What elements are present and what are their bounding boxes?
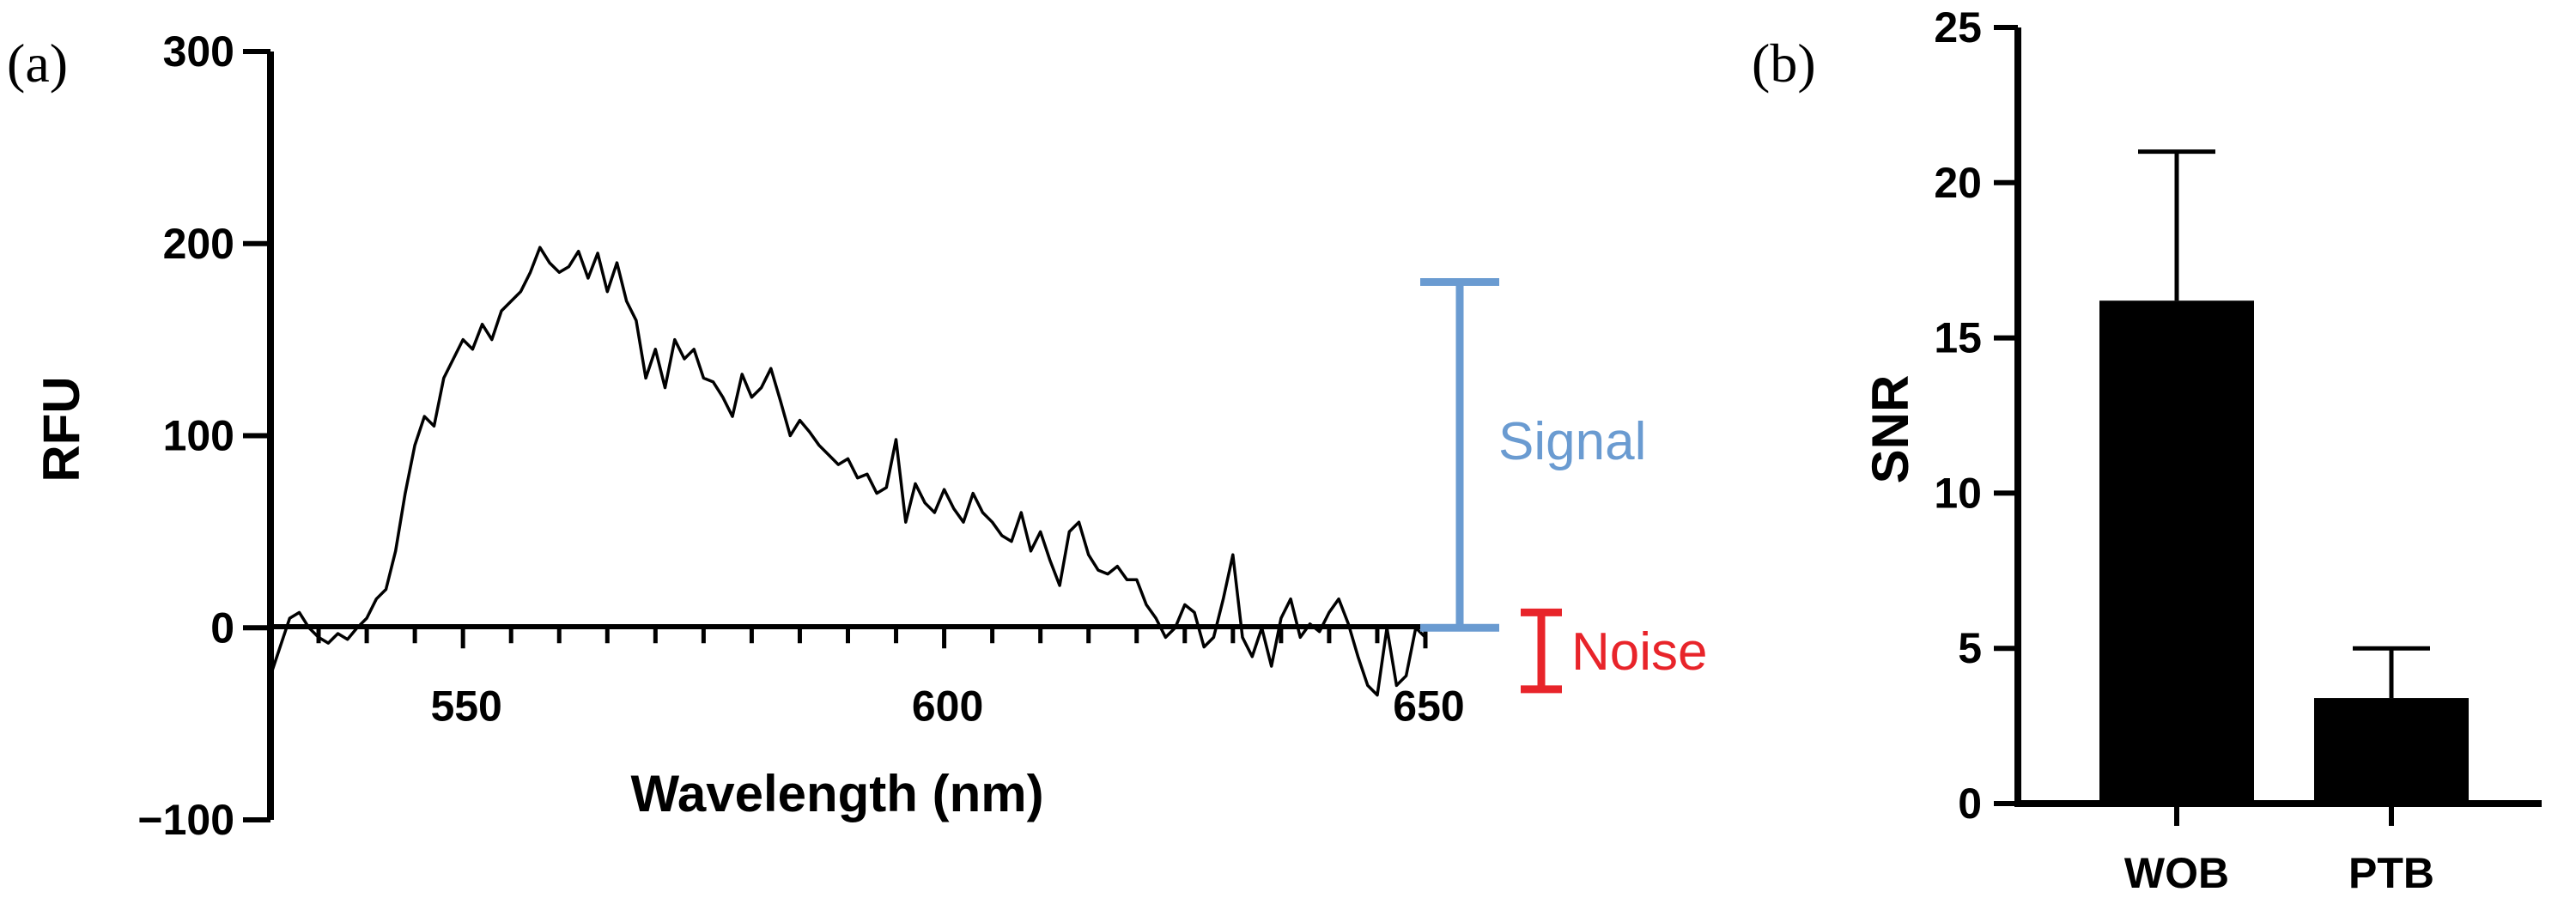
x-tick-label: 550 [430, 682, 501, 730]
noise-label: Noise [1571, 622, 1708, 682]
panel-a-label: (a) [7, 33, 68, 94]
y-tick-label: −100 [137, 796, 234, 844]
y-axis-title: SNR [1862, 375, 1919, 484]
spectrum-chart: 300 200 100 0 −100 550 600 650 Wavelength (nm)… [33, 27, 1708, 844]
y-tick-label: 0 [210, 604, 234, 652]
bar-wob [2099, 300, 2254, 804]
x-axis-title: Wavelength (nm) [630, 765, 1043, 822]
bars: WOB PTB [2099, 149, 2469, 897]
y-tick-label: 5 [1958, 624, 1982, 672]
bar-ptb [2314, 698, 2469, 804]
x-tick-label: 600 [912, 682, 983, 730]
y-tick-label: 25 [1934, 3, 1982, 52]
y-ticks: 300 200 100 0 −100 [137, 27, 270, 844]
spectrum-line [269, 246, 1427, 697]
y-tick-label: 15 [1934, 314, 1982, 362]
x-ticks: 550 600 650 [316, 628, 1465, 730]
signal-label: Signal [1498, 412, 1646, 471]
y-tick-label: 100 [163, 412, 234, 460]
x-tick-label: 650 [1393, 682, 1464, 730]
x-tick-label: WOB [2124, 849, 2229, 897]
x-tick-label: PTB [2348, 849, 2434, 897]
y-tick-label: 300 [163, 27, 234, 76]
panel-b-label: (b) [1752, 33, 1816, 94]
y-axis-title: RFU [33, 376, 90, 482]
y-tick-label: 0 [1958, 780, 1982, 828]
y-tick-label: 10 [1934, 469, 1982, 517]
snr-bar-chart: 0 5 10 15 20 25 WOB PTB SNR [1862, 3, 2542, 897]
y-ticks: 0 5 10 15 20 25 [1934, 3, 2018, 828]
y-tick-label: 20 [1934, 159, 1982, 207]
y-tick-label: 200 [163, 220, 234, 268]
annotations: Signal Noise [1420, 278, 1708, 694]
